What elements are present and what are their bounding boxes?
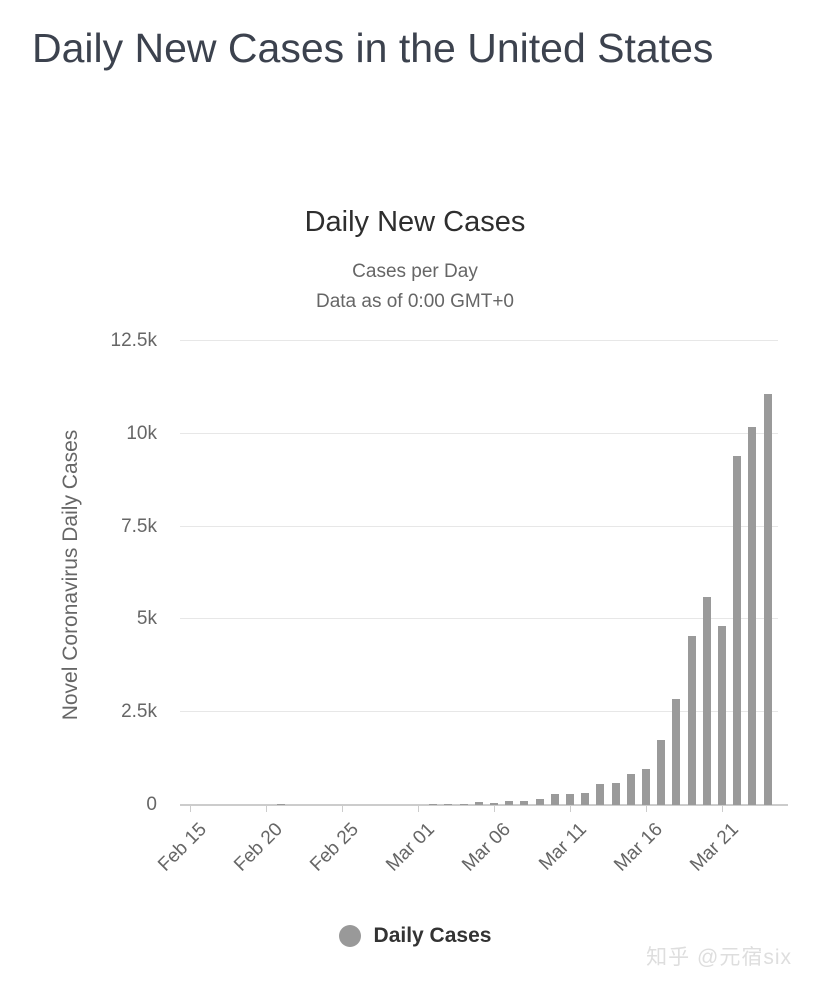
bar[interactable] xyxy=(718,625,726,805)
bar[interactable] xyxy=(763,393,772,805)
gridline xyxy=(180,711,778,713)
bar[interactable] xyxy=(490,802,498,805)
bar[interactable] xyxy=(429,804,438,805)
bar[interactable] xyxy=(535,798,544,805)
page-title: Daily New Cases in the United States xyxy=(32,25,714,71)
bar[interactable] xyxy=(277,804,286,805)
chart-subtitle: Cases per Day xyxy=(352,261,478,282)
x-tick-label: Mar 21 xyxy=(686,819,743,876)
legend: Daily Cases xyxy=(30,924,800,948)
bar[interactable] xyxy=(596,784,605,805)
x-tick-label: Feb 25 xyxy=(306,819,363,876)
bar[interactable] xyxy=(444,804,453,805)
x-tick-label: Mar 06 xyxy=(458,819,515,876)
x-axis-line xyxy=(180,804,788,806)
y-tick-label: 0 xyxy=(146,794,157,815)
gridline xyxy=(180,432,778,434)
bar[interactable] xyxy=(733,456,742,805)
x-tick xyxy=(493,806,495,812)
bar[interactable] xyxy=(672,699,681,805)
bar[interactable] xyxy=(520,801,529,805)
y-tick-label: 2.5k xyxy=(121,701,157,723)
bar[interactable] xyxy=(581,792,590,805)
bar[interactable] xyxy=(550,794,559,805)
bar[interactable] xyxy=(566,793,574,805)
gridline xyxy=(180,618,778,620)
x-tick-label: Feb 15 xyxy=(154,819,211,876)
legend-item-daily-cases[interactable]: Daily Cases xyxy=(338,924,492,948)
legend-marker-icon xyxy=(338,925,361,947)
bar[interactable] xyxy=(702,597,711,805)
x-tick xyxy=(189,806,191,812)
x-tick xyxy=(341,806,343,812)
y-tick-label: 5k xyxy=(136,608,157,630)
chart-subtitle-data-asof: Data as of 0:00 GMT+0 xyxy=(315,291,514,312)
x-tick xyxy=(721,806,723,812)
bar[interactable] xyxy=(611,783,620,805)
y-tick-label: 12.5k xyxy=(110,330,157,351)
watermark: 知乎 @元宿six xyxy=(646,946,792,969)
legend-label: Daily Cases xyxy=(373,924,492,947)
y-axis-tick-labels: 0 2.5k 5k 7.5k 10k 12.5k xyxy=(40,330,157,815)
bar[interactable] xyxy=(474,802,483,805)
y-tick-label: 10k xyxy=(126,422,157,444)
bar[interactable] xyxy=(687,635,696,805)
bar[interactable] xyxy=(459,803,468,805)
bar[interactable] xyxy=(642,768,650,805)
x-tick-label: Mar 01 xyxy=(382,819,439,876)
x-tick xyxy=(645,806,647,812)
x-tick xyxy=(265,806,267,812)
gridline xyxy=(180,525,778,527)
x-tick-label: Mar 11 xyxy=(535,819,591,875)
gridline xyxy=(180,340,778,341)
x-tick xyxy=(417,806,419,812)
y-tick-label: 7.5k xyxy=(121,515,157,537)
x-tick-label: Mar 16 xyxy=(610,819,667,876)
chart-title: Daily New Cases xyxy=(304,206,526,238)
bar[interactable] xyxy=(748,426,757,805)
bar[interactable] xyxy=(657,740,666,805)
plot-area: Feb 15 Feb 20 Feb 25 Mar 01 Mar 06 Mar 11 Mar … xyxy=(154,340,788,876)
x-tick-label: Feb 20 xyxy=(230,819,287,876)
x-tick xyxy=(569,806,571,812)
bar[interactable] xyxy=(626,773,635,805)
bar[interactable] xyxy=(505,800,514,805)
